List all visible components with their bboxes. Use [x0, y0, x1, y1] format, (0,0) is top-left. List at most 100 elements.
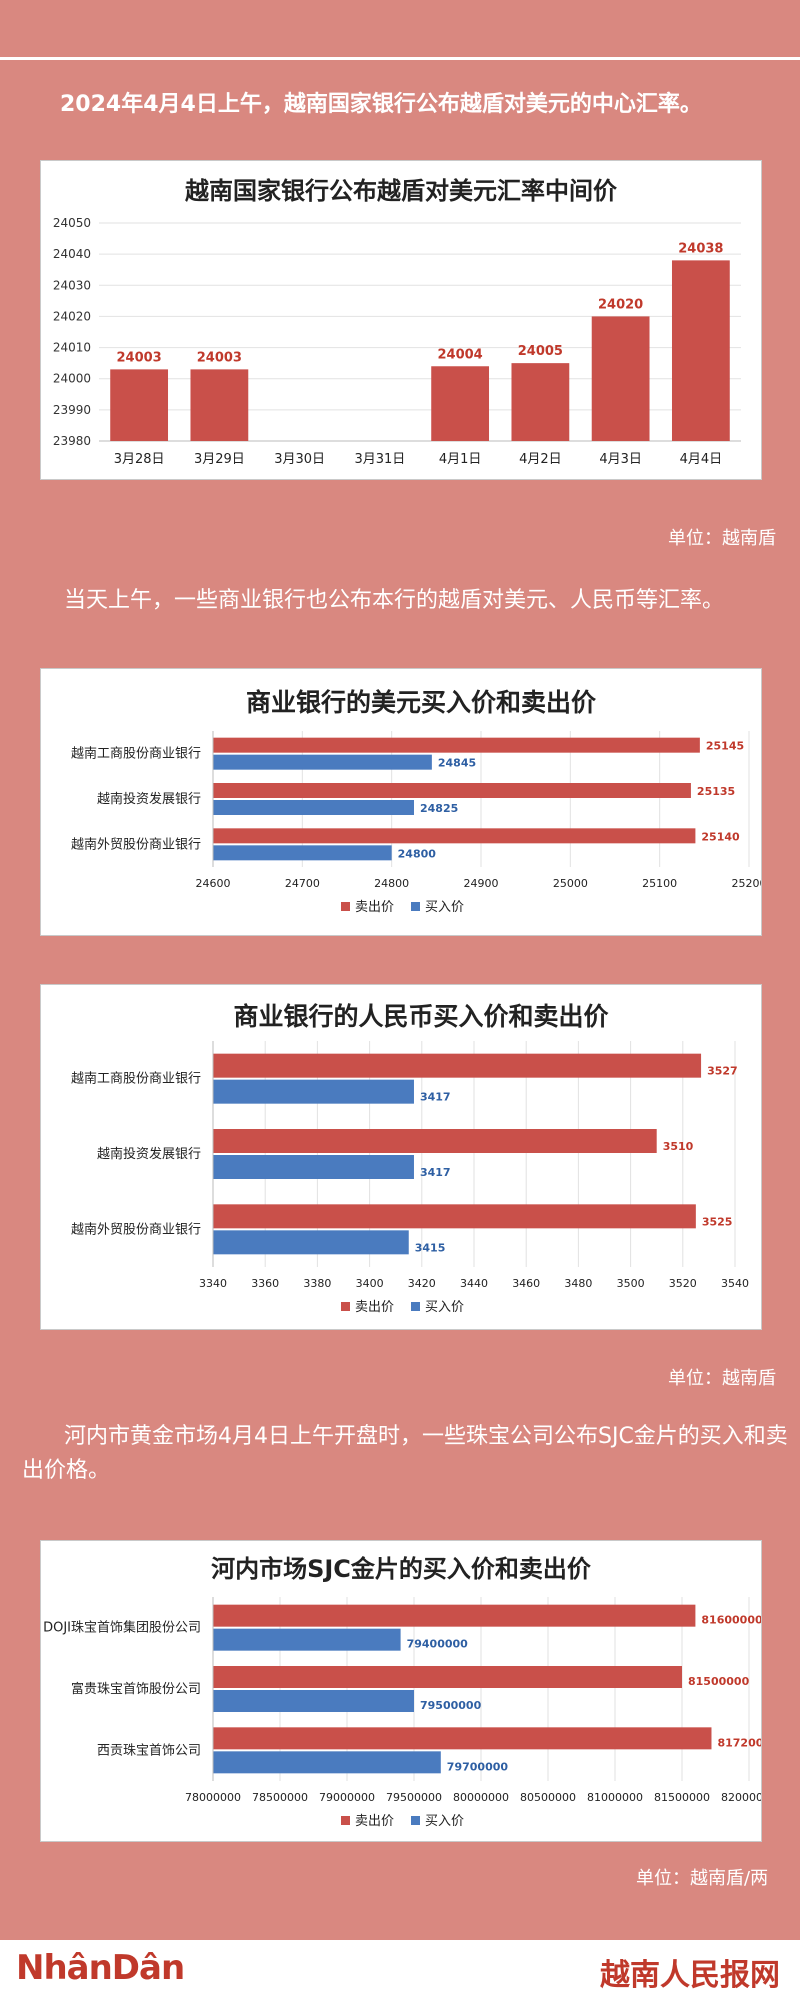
y-tick-label: 24000	[53, 372, 91, 386]
x-tick-label: 3月29日	[194, 452, 245, 467]
x-tick-label: 79500000	[386, 1791, 442, 1804]
data-label: 24003	[117, 350, 162, 365]
x-tick-label: 25000	[553, 877, 588, 890]
x-tick-label: 81000000	[587, 1791, 643, 1804]
x-tick-label: 82000000	[721, 1791, 761, 1804]
data-label: 25145	[706, 740, 744, 753]
unit-label-1: 单位：越南盾	[668, 528, 776, 549]
chart-panel-gold: 河内市场SJC金片的买入价和卖出价 78000000 78500000 7900000…	[40, 1540, 762, 1842]
x-tick-label: 4月2日	[519, 452, 562, 467]
bar	[110, 369, 169, 441]
x-tick-label: 3340	[199, 1277, 227, 1290]
cny-rate-chart: 商业银行的人民币买入价和卖出价 3340 3360 3380 3400 3420 3440 3…	[71, 1002, 749, 1315]
sell-bar	[213, 1727, 712, 1750]
legend-swatch-sell	[341, 902, 350, 911]
data-label: 25135	[697, 785, 735, 798]
y-tick-label: 24050	[53, 216, 91, 230]
buy-bar	[213, 1628, 401, 1651]
x-tick-label: 78000000	[185, 1791, 241, 1804]
sell-bar	[213, 1204, 696, 1229]
chart-panel-cny: 商业银行的人民币买入价和卖出价 3340 3360 3380 3400 3420 3440 3…	[40, 984, 762, 1330]
chart-title: 商业银行的美元买入价和卖出价	[246, 688, 597, 717]
gold-price-chart: 河内市场SJC金片的买入价和卖出价 78000000 78500000 7900000…	[43, 1555, 761, 1829]
category-label: 西贡珠宝首饰公司	[97, 1743, 201, 1758]
y-tick-label: 24020	[53, 309, 91, 323]
data-label: 3527	[707, 1065, 738, 1078]
x-tick-label: 25100	[642, 877, 677, 890]
sell-bar	[213, 1129, 657, 1153]
x-tick-label: 4月1日	[439, 452, 482, 467]
data-label: 24004	[438, 347, 483, 362]
bar	[190, 369, 249, 441]
x-tick-label: 80000000	[453, 1791, 509, 1804]
legend-swatch-sell	[341, 1302, 350, 1311]
usd-rate-chart: 商业银行的美元买入价和卖出价 24600 24700 24800 24900 25000 2…	[71, 688, 762, 915]
data-label: 81500000	[688, 1675, 750, 1688]
chart-title: 商业银行的人民币买入价和卖出价	[233, 1002, 609, 1031]
x-tick-label: 24900	[464, 877, 499, 890]
x-tick-label: 24600	[196, 877, 231, 890]
sell-bar	[213, 1666, 682, 1688]
x-tick-label: 3月31日	[354, 452, 405, 467]
legend-swatch-buy	[411, 1302, 420, 1311]
x-tick-label: 3460	[512, 1277, 540, 1290]
buy-bar	[213, 1079, 414, 1104]
x-tick-label: 3540	[721, 1277, 749, 1290]
sell-bar	[213, 737, 700, 753]
data-label: 3417	[420, 1166, 451, 1179]
commercial-bank-text: 当天上午，一些商业银行也公布本行的越盾对美元、人民币等汇率。	[64, 588, 725, 613]
gold-text: 河内市黄金市场4月4日上午开盘时，一些珠宝公司公布SJC金片的买入和卖出价格。	[22, 1424, 788, 1483]
data-label: 81720000	[717, 1736, 761, 1749]
y-tick-label: 24010	[53, 341, 91, 355]
y-tick-label: 24030	[53, 278, 91, 292]
data-label: 3525	[702, 1215, 733, 1228]
legend-label-sell: 卖出价	[355, 900, 394, 915]
legend-label-buy: 买入价	[425, 1814, 464, 1829]
x-tick-label: 3月28日	[114, 452, 165, 467]
x-tick-label: 3360	[251, 1277, 279, 1290]
x-tick-label: 3520	[669, 1277, 697, 1290]
data-label: 25140	[701, 830, 740, 843]
category-label: DOJI珠宝首饰集团股份公司	[43, 1620, 201, 1636]
chart-title: 河内市场SJC金片的买入价和卖出价	[211, 1555, 592, 1583]
buy-bar	[213, 1230, 409, 1255]
data-label: 79500000	[420, 1699, 482, 1712]
x-tick-label: 3月30日	[274, 452, 325, 467]
x-tick-label: 4月3日	[599, 452, 642, 467]
top-banner	[0, 0, 800, 60]
x-tick-label: 4月4日	[680, 452, 723, 467]
data-label: 79700000	[447, 1760, 509, 1773]
buy-bar	[213, 1751, 441, 1774]
intro-text: 2024年4月4日上午，越南国家银行公布越盾对美元的中心汇率。	[60, 92, 702, 117]
category-label: 越南外贸股份商业银行	[71, 1221, 201, 1237]
x-tick-label: 78500000	[252, 1791, 308, 1804]
bar	[511, 363, 570, 441]
buy-bar	[213, 754, 432, 770]
data-label: 24825	[420, 802, 458, 815]
legend-swatch-buy	[411, 1816, 420, 1825]
buy-bar	[213, 1155, 414, 1179]
site-name: 越南人民报网	[600, 1958, 780, 1993]
bar	[431, 366, 490, 441]
x-tick-label: 24700	[285, 877, 320, 890]
x-tick-label: 25200	[732, 877, 762, 890]
y-tick-label: 23980	[53, 434, 91, 448]
data-label: 24020	[598, 297, 643, 312]
data-label: 79400000	[407, 1638, 469, 1651]
sell-bar	[213, 783, 691, 798]
data-label: 3510	[663, 1140, 694, 1153]
central-rate-chart: 越南国家银行公布越盾对美元汇率中间价 23980 23990 24000 24010 24…	[53, 177, 741, 467]
data-label: 24845	[438, 757, 476, 770]
bar	[671, 260, 730, 441]
sell-bar	[213, 828, 696, 844]
y-tick-label: 24040	[53, 247, 91, 261]
data-label: 24005	[518, 344, 563, 359]
unit-label-3: 单位：越南盾/两	[636, 1868, 769, 1889]
x-tick-label: 3380	[303, 1277, 331, 1290]
legend-label-buy: 买入价	[425, 1300, 464, 1315]
buy-bar	[213, 845, 392, 861]
x-tick-label: 80500000	[520, 1791, 576, 1804]
legend-swatch-sell	[341, 1816, 350, 1825]
buy-bar	[213, 800, 414, 815]
data-label: 24003	[197, 350, 242, 365]
